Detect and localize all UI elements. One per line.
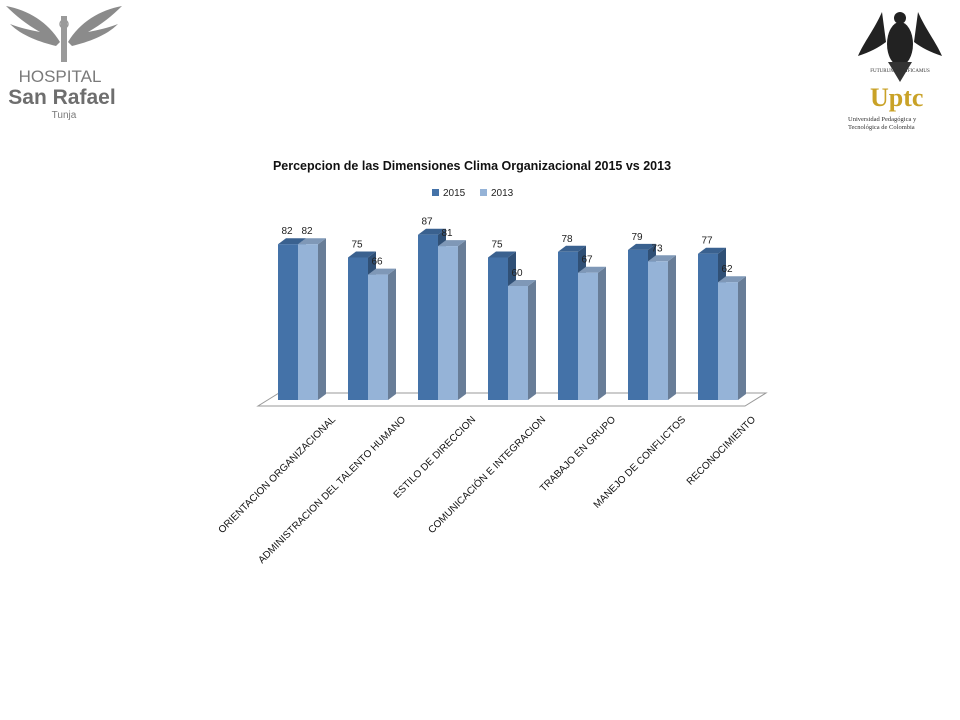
bar-2013-4 <box>508 280 536 400</box>
data-label-2015-7: 77 <box>701 236 713 247</box>
data-label-2015-6: 79 <box>631 232 643 243</box>
bar-2013-5 <box>578 266 606 400</box>
legend-swatch-2015 <box>432 189 439 196</box>
data-label-2015-2: 75 <box>351 240 363 251</box>
data-label-2015-3: 87 <box>421 217 433 228</box>
uptc-motto: FUTURUM AEDIFICAMUS <box>870 69 930 74</box>
category-labels: ORIENTACION ORGANIZACIONALADMINISTRACION… <box>217 413 759 566</box>
hospital-logo-line1: HOSPITAL <box>19 67 102 86</box>
data-label-2013-1: 82 <box>301 226 313 237</box>
bar-2013-2 <box>368 268 396 400</box>
uptc-name: Uptc <box>870 83 923 112</box>
legend-swatch-2013 <box>480 189 487 196</box>
category-label-7: RECONOCIMIENTO <box>685 414 758 487</box>
chart-title: Percepcion de las Dimensiones Clima Orga… <box>273 159 671 173</box>
data-label-2015-4: 75 <box>491 240 503 251</box>
data-label-2013-3: 81 <box>441 228 453 239</box>
data-label-2013-7: 62 <box>721 264 733 275</box>
category-label-3: ESTILO DE DIRECCION <box>392 414 478 500</box>
uptc-subtitle-2: Tecnológica de Colombia <box>848 124 915 131</box>
data-label-2013-4: 60 <box>511 268 523 279</box>
uptc-subtitle-1: Universidad Pedagógica y <box>848 116 917 123</box>
legend-label-2013: 2013 <box>491 188 514 199</box>
hospital-logo-line3: Tunja <box>52 110 77 121</box>
legend-label-2015: 2015 <box>443 188 466 199</box>
data-label-2013-2: 66 <box>371 257 383 268</box>
hospital-san-rafael-logo: HOSPITAL San Rafael Tunja <box>6 6 122 121</box>
bar-2013-7 <box>718 276 746 400</box>
category-label-1: ORIENTACION ORGANIZACIONAL <box>217 414 339 536</box>
data-label-2015-1: 82 <box>281 226 293 237</box>
data-label-2013-6: 73 <box>651 243 663 254</box>
data-label-2013-5: 67 <box>581 255 593 266</box>
hospital-logo-line2: San Rafael <box>8 86 115 109</box>
category-label-5: TRABAJO EN GRUPO <box>538 414 618 494</box>
eagle-emblem-icon <box>858 12 942 82</box>
chart-bars: 82 82 75 66 87 81 75 60 78 67 79 73 77 62 <box>278 217 746 400</box>
uptc-logo: FUTURUM AEDIFICAMUS Uptc Universidad Ped… <box>848 12 942 131</box>
bar-2013-6 <box>648 255 676 400</box>
bar-2013-3 <box>438 240 466 400</box>
bar-2013-1 <box>298 238 326 400</box>
chart-legend: 2015 2013 <box>432 188 514 199</box>
category-label-4: COMUNICACIÓN E INTEGRACION <box>425 413 548 536</box>
data-label-2015-5: 78 <box>561 234 573 245</box>
winged-caduceus-icon <box>6 6 122 62</box>
category-label-2: ADMINISTRACION DEL TALENTO HUMANO <box>256 414 408 566</box>
